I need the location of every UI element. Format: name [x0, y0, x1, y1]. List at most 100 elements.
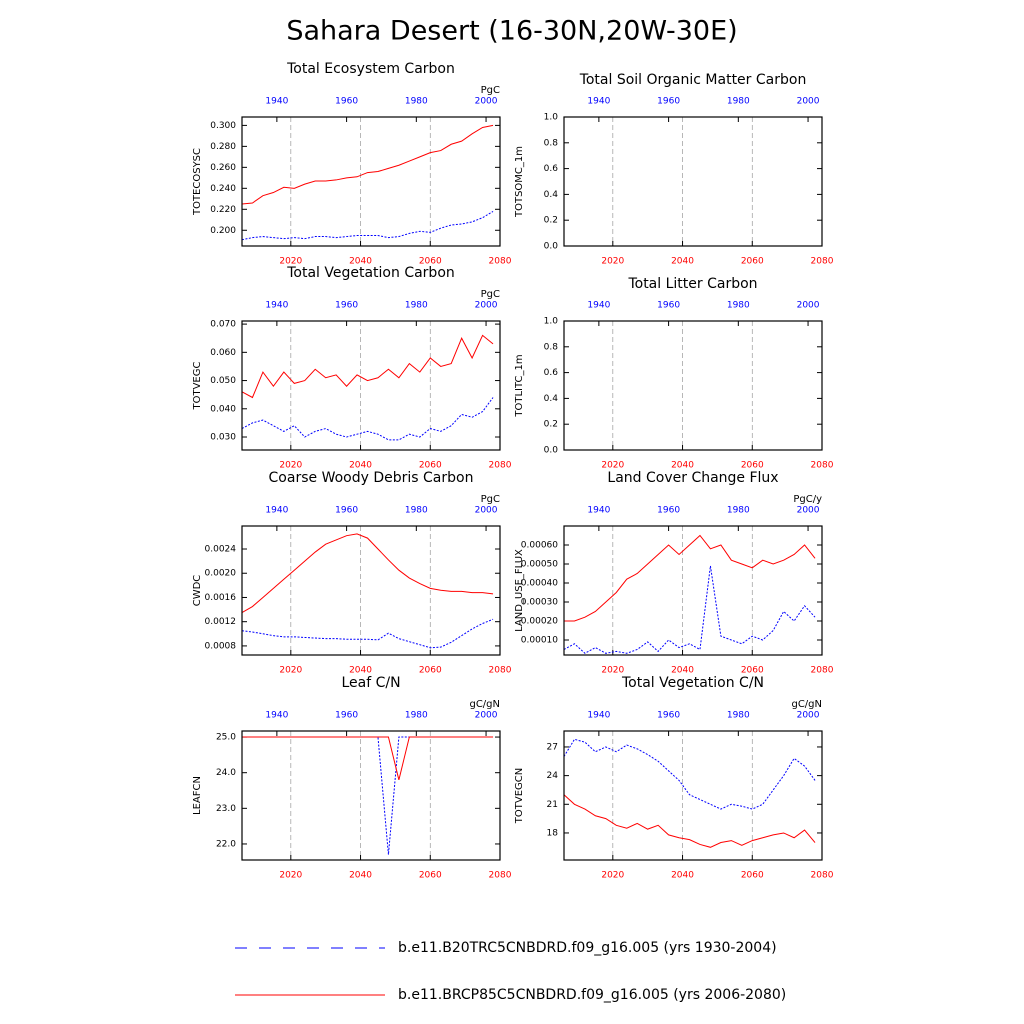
panel-title: Leaf C/N — [341, 675, 400, 691]
series-line — [242, 736, 494, 780]
x-tick-label: 2060 — [741, 461, 764, 471]
y-tick-label: 23.0 — [216, 804, 236, 814]
legend-label: b.e11.BRCP85C5CNBDRD.f09_g16.005 (yrs 20… — [398, 987, 786, 1003]
units-label: PgC — [481, 289, 500, 300]
series-line — [241, 210, 494, 241]
x-tick-label: 2080 — [811, 871, 834, 881]
series-line — [563, 565, 816, 654]
y-tick-label: 0.260 — [210, 163, 236, 173]
y-tick-label: 0.00050 — [521, 559, 558, 569]
x2-tick-label: 1940 — [587, 301, 610, 311]
y-tick-label: 0.200 — [210, 226, 236, 236]
x-tick-label: 2020 — [601, 461, 624, 471]
y-axis-label: TOTLITC_1m — [514, 354, 525, 417]
units-label: PgC — [481, 494, 500, 505]
panel-title: Total Soil Organic Matter Carbon — [579, 72, 807, 88]
x-tick-label: 2040 — [349, 871, 372, 881]
y-tick-label: 0.0012 — [205, 617, 237, 627]
x2-tick-label: 1960 — [335, 97, 358, 107]
x2-tick-label: 1980 — [727, 506, 750, 516]
y-axis-label: TOTSOMC_1m — [514, 146, 525, 218]
y-tick-label: 0.0 — [544, 242, 559, 252]
y-axis-label: LEAFCN — [192, 776, 203, 815]
x2-tick-label: 2000 — [475, 506, 498, 516]
y-tick-label: 0.00030 — [521, 597, 558, 607]
x-tick-label: 2080 — [811, 666, 834, 676]
plot-frame — [563, 320, 823, 451]
x-tick-label: 2060 — [419, 257, 442, 267]
x-tick-label: 2040 — [349, 461, 372, 471]
y-tick-label: 0.240 — [210, 184, 236, 194]
y-axis-label: CWDC — [192, 575, 203, 607]
y-tick-label: 1.0 — [544, 317, 559, 327]
y-tick-label: 0.00010 — [521, 635, 558, 645]
x-tick-label: 2020 — [279, 666, 302, 676]
x2-tick-label: 1960 — [657, 506, 680, 516]
y-tick-label: 0.2 — [544, 420, 558, 430]
x2-tick-label: 1980 — [405, 97, 428, 107]
series-line — [563, 794, 816, 848]
y-axis-label: LAND_USE_FLUX — [514, 549, 525, 632]
y-tick-label: 0.00020 — [521, 616, 558, 626]
x2-tick-label: 1980 — [727, 711, 750, 721]
y-tick-label: 0.0016 — [205, 593, 237, 603]
x-tick-label: 2020 — [279, 257, 302, 267]
x2-tick-label: 1940 — [265, 97, 288, 107]
y-tick-label: 22.0 — [216, 839, 236, 849]
x-tick-label: 2040 — [349, 257, 372, 267]
x2-tick-label: 1940 — [265, 301, 288, 311]
units-label: gC/gN — [469, 699, 500, 710]
x2-tick-label: 1980 — [405, 506, 428, 516]
x2-tick-label: 1960 — [335, 506, 358, 516]
panel-title: Total Ecosystem Carbon — [286, 61, 455, 77]
x-tick-label: 2060 — [419, 871, 442, 881]
plot-frame — [563, 730, 823, 861]
plot-frame — [241, 320, 501, 451]
x2-tick-label: 1960 — [657, 301, 680, 311]
x-tick-label: 2080 — [811, 461, 834, 471]
x2-tick-label: 1980 — [727, 301, 750, 311]
x2-tick-label: 1980 — [405, 301, 428, 311]
y-axis-label: TOTVEGCN — [514, 768, 525, 824]
y-tick-label: 25.0 — [216, 733, 236, 743]
y-tick-label: 0.0008 — [205, 641, 237, 651]
x-tick-label: 2080 — [811, 257, 834, 267]
x-tick-label: 2040 — [671, 257, 694, 267]
series-line — [241, 334, 494, 399]
x2-tick-label: 2000 — [797, 301, 820, 311]
x-tick-label: 2040 — [671, 871, 694, 881]
x-tick-label: 2040 — [349, 666, 372, 676]
plot-frame — [241, 730, 501, 861]
y-tick-label: 24 — [547, 771, 559, 781]
y-tick-label: 0.4 — [544, 394, 559, 404]
series-line — [241, 533, 494, 614]
x2-tick-label: 1940 — [587, 97, 610, 107]
x-tick-label: 2040 — [671, 461, 694, 471]
y-tick-label: 27 — [547, 742, 558, 752]
y-axis-label: TOTVEGC — [192, 361, 203, 410]
y-tick-label: 0.0020 — [205, 569, 237, 579]
y-tick-label: 24.0 — [216, 768, 236, 778]
plot-frame — [241, 525, 501, 656]
x-tick-label: 2020 — [601, 666, 624, 676]
panel-title: Land Cover Change Flux — [607, 470, 778, 486]
y-tick-label: 0.300 — [210, 121, 236, 131]
x-tick-label: 2020 — [601, 257, 624, 267]
y-tick-label: 21 — [547, 800, 558, 810]
series-line — [241, 618, 494, 649]
x2-tick-label: 1940 — [587, 506, 610, 516]
y-tick-label: 0.280 — [210, 142, 236, 152]
x2-tick-label: 1960 — [335, 301, 358, 311]
x2-tick-label: 2000 — [797, 97, 820, 107]
y-tick-label: 0.0024 — [205, 545, 237, 555]
x-tick-label: 2040 — [671, 666, 694, 676]
panel-title: Total Vegetation Carbon — [286, 265, 455, 281]
series-line — [241, 397, 494, 441]
figure-title: Sahara Desert (16-30N,20W-30E) — [286, 16, 737, 47]
plot-frame — [241, 116, 501, 247]
y-tick-label: 0.8 — [544, 138, 559, 148]
y-tick-label: 0.070 — [210, 320, 236, 330]
series-line — [564, 534, 816, 622]
